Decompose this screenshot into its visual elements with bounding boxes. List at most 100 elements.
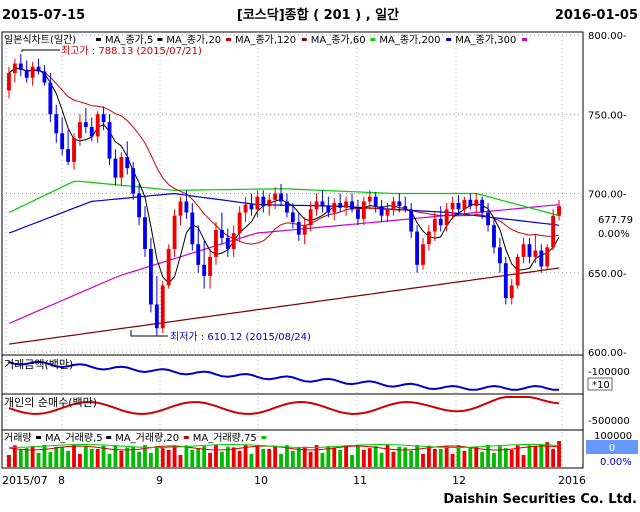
candle-body	[24, 69, 29, 78]
candle-body	[107, 122, 112, 159]
candle-body	[249, 204, 254, 210]
trade-value-panel	[8, 360, 559, 391]
volume-bar	[290, 450, 295, 467]
ma-300-line	[8, 204, 560, 325]
candle-body	[432, 218, 437, 232]
x-axis: 2015/07 8 9 10 11 12 2016	[2, 474, 586, 487]
volume-bar	[503, 448, 508, 467]
ma-5-line	[8, 67, 560, 284]
volume-bar	[101, 445, 106, 467]
price-y-axis: 600.00- 650.00- 700.00- 750.00- 800.00-	[588, 31, 627, 359]
footer-brand: Daishin Securities Co. Ltd.	[443, 492, 637, 507]
candle-body	[237, 212, 242, 234]
volume-bar	[521, 454, 526, 467]
volume-bar	[302, 446, 307, 467]
volume-bar	[403, 447, 408, 467]
candle-body	[131, 168, 136, 194]
candle-body	[521, 244, 526, 257]
trade-value-tick: -100000	[588, 367, 630, 378]
volume-bar	[539, 444, 544, 467]
volume-bar	[249, 453, 254, 467]
volume-bar	[533, 445, 538, 467]
volume-bar	[492, 452, 496, 467]
trade-value-label: 거래금액(백만)	[4, 358, 73, 371]
volume-bar	[462, 450, 467, 467]
volume-bar	[7, 455, 11, 467]
candle-body	[119, 157, 124, 178]
candle-body	[30, 66, 35, 78]
volume-bar	[551, 448, 556, 467]
volume-bar	[308, 451, 313, 467]
volume-bar	[444, 445, 449, 467]
volume-bar	[432, 448, 437, 467]
candle-body	[54, 114, 59, 134]
candle-body	[415, 231, 420, 265]
candle-body	[462, 199, 467, 210]
candle-body	[143, 217, 147, 249]
candle-body	[290, 212, 295, 223]
candle-body	[367, 196, 372, 202]
start-date: 2015-07-15	[2, 8, 85, 23]
volume-bar	[89, 448, 94, 467]
volume-legend-label: MA_거래량,20	[115, 432, 179, 444]
candle-body	[332, 203, 337, 213]
volume-bar	[426, 445, 431, 467]
ma-120-line	[8, 267, 560, 345]
candle-body	[154, 304, 159, 329]
volume-bar	[131, 446, 136, 467]
candle-body	[166, 248, 171, 286]
candle-body	[202, 264, 207, 276]
volume-bar	[214, 445, 218, 467]
candle-body	[421, 244, 425, 265]
candle-body	[302, 225, 307, 235]
volume-bar	[438, 448, 443, 467]
volume-ma-75-line	[9, 444, 560, 448]
volume-bar	[332, 448, 337, 467]
price-legend-label: MA_종가,300	[455, 34, 516, 46]
volume-bar	[184, 445, 189, 467]
volume-bar	[54, 446, 59, 467]
candle-body	[509, 285, 514, 299]
volume-bar	[320, 452, 325, 467]
candle-body	[190, 212, 195, 245]
volume-bar	[78, 453, 82, 467]
volume-bar	[42, 445, 47, 467]
volume-bar	[107, 453, 112, 467]
candle-body	[89, 126, 94, 137]
candle-body	[83, 122, 88, 127]
candle-body	[60, 133, 65, 150]
candle-body	[545, 247, 550, 267]
volume-change: 0.00%	[600, 457, 632, 468]
trade-value-scale: *10	[592, 380, 610, 391]
volume-bar	[119, 450, 124, 467]
candle-body	[326, 206, 331, 213]
price-legend-label: MA_종가,20	[166, 34, 221, 46]
volume-legend-swatch	[183, 436, 189, 439]
volume-legend-label: 거래량	[4, 432, 32, 444]
volume-bar	[12, 445, 17, 467]
candle-body	[243, 204, 248, 213]
candle-body	[373, 196, 378, 207]
candle-body	[403, 206, 408, 210]
price-legend-swatch	[96, 38, 101, 41]
x-tick-label: 8	[58, 474, 65, 487]
price-legend-swatch	[446, 38, 452, 41]
candle-body	[438, 218, 443, 226]
volume-bar	[125, 447, 130, 467]
candle-body	[350, 201, 354, 210]
volume-bar	[509, 449, 514, 467]
volume-panel	[7, 441, 561, 467]
candle-body	[314, 201, 319, 210]
price-legend-label: 일본식차트(일간)	[4, 34, 76, 46]
candle-body	[267, 199, 272, 207]
volume-bar	[367, 448, 372, 467]
candle-body	[338, 203, 343, 208]
volume-legend: 거래량 MA_거래량,5 MA_거래량,20 MA_거래량,75	[4, 432, 267, 444]
candle-body	[219, 229, 224, 238]
candle-body	[456, 203, 461, 210]
end-date: 2016-01-05	[555, 8, 638, 23]
current-change: 0.00%	[598, 229, 630, 240]
candle-body	[450, 203, 455, 210]
volume-bar	[409, 450, 414, 467]
